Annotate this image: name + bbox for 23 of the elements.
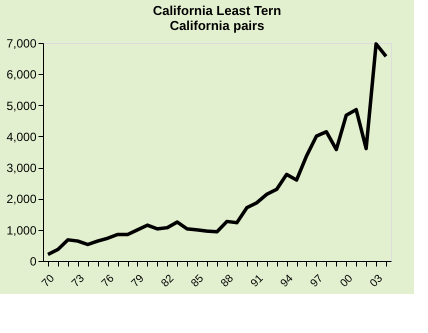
x-tick-label: 79: [129, 272, 146, 290]
x-tick-label: 85: [188, 272, 206, 290]
x-tick-label: 94: [278, 272, 296, 290]
x-tick-label: 91: [248, 272, 266, 290]
text: California pairs: [170, 18, 264, 33]
x-tick-label: 88: [218, 272, 236, 290]
y-tick-label: 0: [30, 254, 37, 268]
y-tick-label: 2,000: [6, 192, 37, 206]
x-tick-label: 00: [338, 272, 356, 290]
y-tick-label: 6,000: [6, 68, 37, 82]
x-tick-label: 03: [368, 272, 386, 290]
x-tick-label: 97: [308, 272, 326, 290]
y-tick-label: 7,000: [6, 36, 37, 50]
x-tick-label: 70: [40, 272, 57, 290]
x-tick-label: 82: [159, 272, 176, 290]
line-series: [46, 42, 388, 256]
y-tick-label: 3,000: [6, 161, 37, 176]
y-tick-label: 5,000: [6, 98, 37, 113]
x-tick-label: 73: [70, 272, 87, 290]
y-tick-label: 4,000: [6, 130, 37, 144]
y-tick-label: 1,000: [6, 223, 37, 238]
x-tick-label: 76: [99, 272, 117, 290]
text: California Least Tern: [152, 3, 282, 18]
